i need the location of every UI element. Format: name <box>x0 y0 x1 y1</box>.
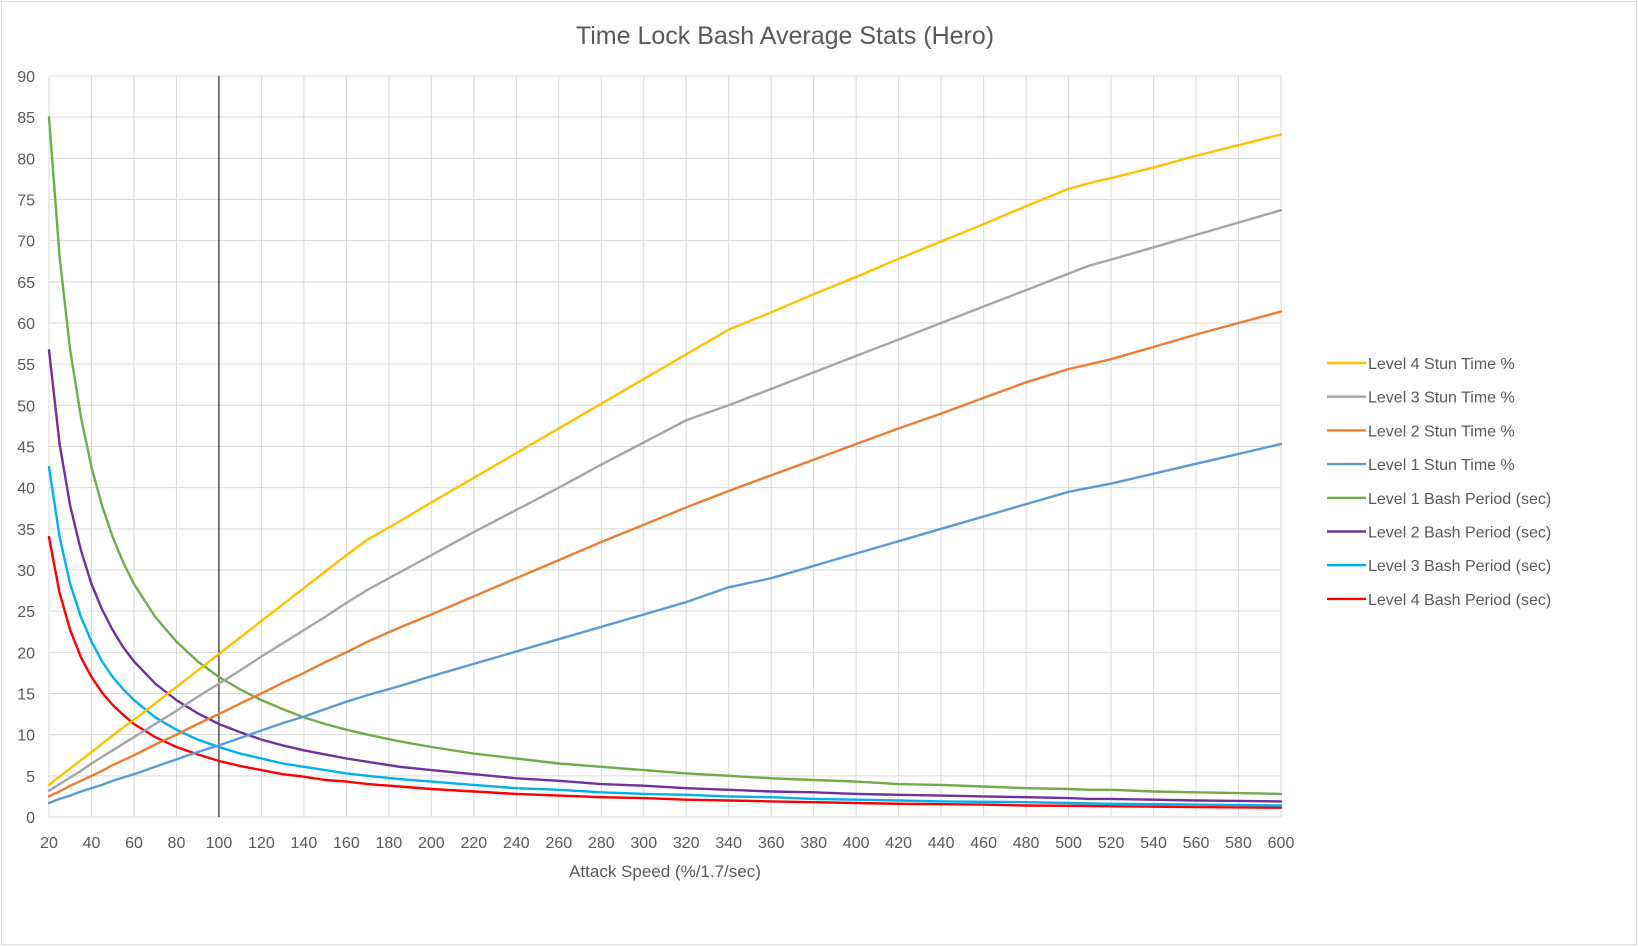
series-line <box>47 442 1283 805</box>
y-tick-label: 55 <box>17 357 35 374</box>
y-tick-label: 75 <box>17 193 35 210</box>
x-tick-label: 600 <box>1268 835 1295 852</box>
x-axis: 20 40 60 80 100 120 140 160 180 200 220 240 260 280 30… <box>40 835 1294 852</box>
legend-item: Level 2 Stun Time % <box>1327 423 1515 440</box>
legend-item: Level 4 Stun Time % <box>1327 356 1515 373</box>
y-tick-label: 40 <box>17 481 35 498</box>
series-line <box>47 465 1283 807</box>
series-line <box>47 208 1283 792</box>
series-group <box>47 115 1283 809</box>
x-tick-label: 440 <box>928 835 955 852</box>
series-line <box>47 349 1283 803</box>
x-tick-label: 560 <box>1183 835 1210 852</box>
x-tick-label: 80 <box>168 835 186 852</box>
x-tick-label: 500 <box>1055 835 1082 852</box>
legend-label: Level 2 Stun Time % <box>1368 423 1515 440</box>
x-tick-label: 200 <box>418 835 445 852</box>
grid <box>48 75 1282 818</box>
legend-label: Level 4 Stun Time % <box>1368 356 1515 373</box>
x-tick-label: 140 <box>291 835 318 852</box>
y-tick-label: 0 <box>26 810 35 827</box>
x-tick-label: 520 <box>1098 835 1125 852</box>
x-tick-label: 380 <box>800 835 827 852</box>
legend-label: Level 4 Bash Period (sec) <box>1368 592 1551 609</box>
x-tick-label: 340 <box>715 835 742 852</box>
legend-item: Level 1 Stun Time % <box>1327 457 1515 474</box>
legend: Level 4 Stun Time % Level 3 Stun Time % Le… <box>1327 356 1551 609</box>
x-tick-label: 240 <box>503 835 530 852</box>
y-tick-label: 35 <box>17 522 35 539</box>
legend-label: Level 1 Bash Period (sec) <box>1368 491 1551 508</box>
legend-item: Level 3 Stun Time % <box>1327 390 1515 407</box>
series-line <box>47 133 1283 787</box>
y-axis: 0 5 10 15 20 25 30 35 40 45 50 55 60 65 70 75 80 85 90 <box>17 69 35 827</box>
legend-label: Level 3 Bash Period (sec) <box>1368 558 1551 575</box>
legend-label: Level 1 Stun Time % <box>1368 457 1515 474</box>
x-tick-label: 420 <box>885 835 912 852</box>
y-tick-label: 60 <box>17 316 35 333</box>
x-tick-label: 580 <box>1225 835 1252 852</box>
y-tick-label: 15 <box>17 687 35 704</box>
legend-item: Level 3 Bash Period (sec) <box>1327 558 1551 575</box>
y-tick-label: 80 <box>17 151 35 168</box>
x-tick-label: 60 <box>125 835 143 852</box>
legend-label: Level 2 Bash Period (sec) <box>1368 525 1551 542</box>
x-tick-label: 460 <box>970 835 997 852</box>
series-line <box>47 115 1283 796</box>
x-tick-label: 540 <box>1140 835 1167 852</box>
legend-item: Level 4 Bash Period (sec) <box>1327 592 1551 609</box>
legend-item: Level 1 Bash Period (sec) <box>1327 491 1551 508</box>
y-tick-label: 45 <box>17 440 35 457</box>
x-tick-label: 320 <box>673 835 700 852</box>
legend-label: Level 3 Stun Time % <box>1368 390 1515 407</box>
y-tick-label: 50 <box>17 398 35 415</box>
x-tick-label: 180 <box>376 835 403 852</box>
x-tick-label: 20 <box>40 835 58 852</box>
x-tick-label: 260 <box>545 835 572 852</box>
x-tick-label: 40 <box>83 835 101 852</box>
x-tick-label: 160 <box>333 835 360 852</box>
x-tick-label: 100 <box>206 835 233 852</box>
y-tick-label: 65 <box>17 275 35 292</box>
y-tick-label: 5 <box>26 769 35 786</box>
x-tick-label: 400 <box>843 835 870 852</box>
y-tick-label: 30 <box>17 563 35 580</box>
y-tick-label: 85 <box>17 110 35 127</box>
y-tick-label: 10 <box>17 728 35 745</box>
y-tick-label: 20 <box>17 645 35 662</box>
y-tick-label: 25 <box>17 604 35 621</box>
x-tick-label: 480 <box>1013 835 1040 852</box>
x-tick-label: 360 <box>758 835 785 852</box>
y-tick-label: 70 <box>17 234 35 251</box>
x-tick-label: 280 <box>588 835 615 852</box>
x-tick-label: 220 <box>460 835 487 852</box>
chart-title: Time Lock Bash Average Stats (Hero) <box>576 22 994 50</box>
legend-item: Level 2 Bash Period (sec) <box>1327 525 1551 542</box>
x-axis-label: Attack Speed (%/1.7/sec) <box>569 862 761 881</box>
series-line <box>47 535 1283 809</box>
x-tick-label: 120 <box>248 835 275 852</box>
x-tick-label: 300 <box>630 835 657 852</box>
y-tick-label: 90 <box>17 69 35 86</box>
series-line <box>47 310 1283 798</box>
